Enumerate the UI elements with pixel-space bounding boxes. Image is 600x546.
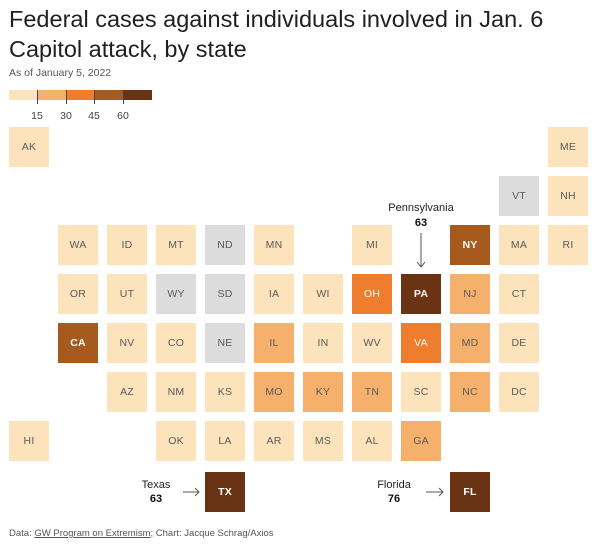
state-tile-wi[interactable]: WI bbox=[303, 274, 343, 314]
state-tile-mo[interactable]: MO bbox=[254, 372, 294, 412]
state-tile-il[interactable]: IL bbox=[254, 323, 294, 363]
callout-pennsylvania-value: 63 bbox=[414, 217, 428, 229]
state-tile-tx[interactable]: TX bbox=[205, 472, 245, 512]
state-tile-hi[interactable]: HI bbox=[9, 421, 49, 461]
legend-swatch-4 bbox=[94, 90, 124, 100]
legend-tick-mark bbox=[123, 90, 124, 104]
state-tile-id[interactable]: ID bbox=[107, 225, 147, 265]
state-tile-mt[interactable]: MT bbox=[156, 225, 196, 265]
state-tile-ny[interactable]: NY bbox=[450, 225, 490, 265]
state-tile-sc[interactable]: SC bbox=[401, 372, 441, 412]
state-tile-wv[interactable]: WV bbox=[352, 323, 392, 363]
legend-tick-label: 45 bbox=[88, 110, 100, 122]
state-tile-co[interactable]: CO bbox=[156, 323, 196, 363]
state-tile-me[interactable]: ME bbox=[548, 127, 588, 167]
state-tile-va[interactable]: VA bbox=[401, 323, 441, 363]
state-tile-ok[interactable]: OK bbox=[156, 421, 196, 461]
source-link[interactable]: GW Program on Extremism bbox=[34, 528, 151, 539]
state-tile-mn[interactable]: MN bbox=[254, 225, 294, 265]
state-tile-in[interactable]: IN bbox=[303, 323, 343, 363]
state-tile-tn[interactable]: TN bbox=[352, 372, 392, 412]
state-tile-or[interactable]: OR bbox=[58, 274, 98, 314]
state-tile-nm[interactable]: NM bbox=[156, 372, 196, 412]
legend-tick-label: 60 bbox=[117, 110, 129, 122]
state-tile-oh[interactable]: OH bbox=[352, 274, 392, 314]
legend-tick-mark bbox=[37, 90, 38, 104]
state-tile-nv[interactable]: NV bbox=[107, 323, 147, 363]
state-tile-ut[interactable]: UT bbox=[107, 274, 147, 314]
state-tile-mi[interactable]: MI bbox=[352, 225, 392, 265]
color-legend bbox=[9, 90, 152, 100]
legend-tick-mark bbox=[94, 90, 95, 104]
state-tile-ky[interactable]: KY bbox=[303, 372, 343, 412]
state-tile-ms[interactable]: MS bbox=[303, 421, 343, 461]
florida-arrow-head bbox=[438, 487, 444, 497]
callout-pennsylvania-name: Pennsylvania bbox=[388, 202, 454, 214]
state-tile-al[interactable]: AL bbox=[352, 421, 392, 461]
state-tile-fl[interactable]: FL bbox=[450, 472, 490, 512]
chart-footer: Data: GW Program on Extremism; Chart: Ja… bbox=[9, 528, 274, 539]
legend-swatch-5 bbox=[123, 90, 152, 100]
callout-florida-value: 76 bbox=[387, 493, 401, 505]
legend-tick-label: 15 bbox=[31, 110, 43, 122]
legend-swatch-2 bbox=[37, 90, 67, 100]
state-tile-ia[interactable]: IA bbox=[254, 274, 294, 314]
legend-swatch-3 bbox=[66, 90, 95, 100]
callout-texas-name: Texas bbox=[141, 479, 171, 491]
state-tile-nh[interactable]: NH bbox=[548, 176, 588, 216]
state-tile-la[interactable]: LA bbox=[205, 421, 245, 461]
state-tile-md[interactable]: MD bbox=[450, 323, 490, 363]
state-tile-ar[interactable]: AR bbox=[254, 421, 294, 461]
footer-prefix: Data: bbox=[9, 528, 35, 539]
state-tile-de[interactable]: DE bbox=[499, 323, 539, 363]
state-tile-wa[interactable]: WA bbox=[58, 225, 98, 265]
state-tile-ct[interactable]: CT bbox=[499, 274, 539, 314]
state-tile-ks[interactable]: KS bbox=[205, 372, 245, 412]
state-tile-ma[interactable]: MA bbox=[499, 225, 539, 265]
chart-subtitle: As of January 5, 2022 bbox=[9, 67, 112, 79]
legend-tick-label: 30 bbox=[60, 110, 72, 122]
state-tile-ca[interactable]: CA bbox=[58, 323, 98, 363]
callout-florida-name: Florida bbox=[377, 479, 411, 491]
state-tile-sd[interactable]: SD bbox=[205, 274, 245, 314]
footer-suffix: ; Chart: Jacque Schrag/Axios bbox=[150, 528, 274, 539]
state-tile-nc[interactable]: NC bbox=[450, 372, 490, 412]
state-tile-dc[interactable]: DC bbox=[499, 372, 539, 412]
chart-title: Federal cases against individuals involv… bbox=[9, 6, 544, 62]
texas-arrow-head bbox=[194, 487, 200, 497]
callout-texas-value: 63 bbox=[149, 493, 163, 505]
state-tile-az[interactable]: AZ bbox=[107, 372, 147, 412]
state-tile-ne[interactable]: NE bbox=[205, 323, 245, 363]
legend-swatch-1 bbox=[9, 90, 38, 100]
state-tile-nj[interactable]: NJ bbox=[450, 274, 490, 314]
state-tile-nd[interactable]: ND bbox=[205, 225, 245, 265]
state-tile-ga[interactable]: GA bbox=[401, 421, 441, 461]
pennsylvania-arrow-head bbox=[416, 261, 426, 268]
state-tile-ri[interactable]: RI bbox=[548, 225, 588, 265]
state-tile-wy[interactable]: WY bbox=[156, 274, 196, 314]
state-tile-pa[interactable]: PA bbox=[401, 274, 441, 314]
state-tile-ak[interactable]: AK bbox=[9, 127, 49, 167]
state-tile-vt[interactable]: VT bbox=[499, 176, 539, 216]
legend-tick-mark bbox=[66, 90, 67, 104]
